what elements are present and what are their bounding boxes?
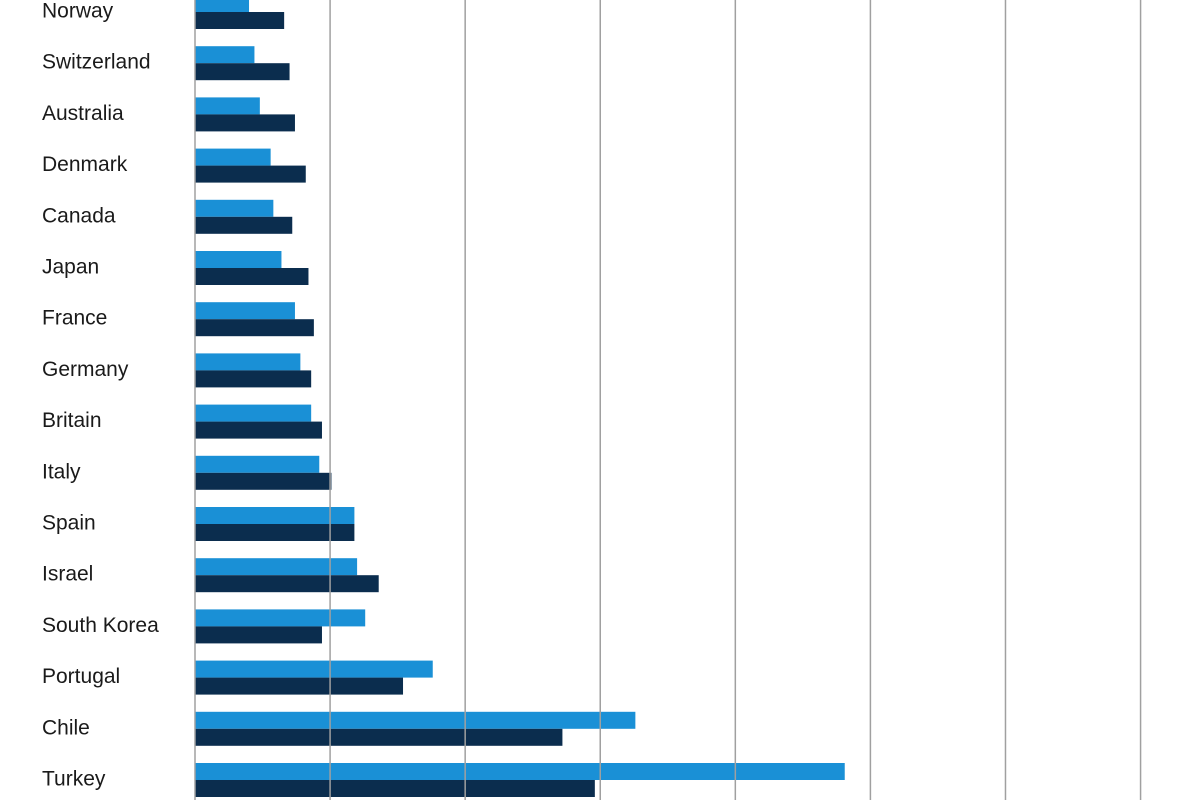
y-tick-label: South Korea <box>42 614 159 637</box>
bar <box>195 370 312 388</box>
bar <box>195 302 295 320</box>
bar <box>195 97 260 115</box>
bar <box>195 268 309 285</box>
bar <box>195 251 282 268</box>
bar <box>195 507 355 524</box>
y-tick-label: Australia <box>42 102 124 125</box>
bar <box>195 404 312 422</box>
bar <box>195 472 332 490</box>
bar <box>195 12 285 29</box>
y-tick-label: Spain <box>42 512 96 535</box>
bar <box>195 353 301 371</box>
bar <box>195 148 271 166</box>
bar <box>195 524 355 541</box>
bar <box>195 46 255 64</box>
y-tick-label: France <box>42 307 107 330</box>
bar <box>195 319 314 337</box>
y-tick-label: Denmark <box>42 153 128 176</box>
y-tick-label: Italy <box>42 460 81 483</box>
bar <box>195 780 595 797</box>
y-tick-label: Canada <box>42 204 116 227</box>
y-tick-label: Portugal <box>42 665 120 688</box>
y-tick-label: Turkey <box>42 768 106 791</box>
y-tick-label: Norway <box>42 0 114 23</box>
y-tick-label: Britain <box>42 409 102 432</box>
bar <box>195 575 379 593</box>
bar <box>195 216 293 234</box>
bar <box>195 558 358 576</box>
bar <box>195 421 322 439</box>
bar <box>195 677 404 695</box>
bar <box>195 455 320 473</box>
y-tick-label: Israel <box>42 563 93 586</box>
bar <box>195 728 563 746</box>
bar <box>195 660 433 678</box>
y-tick-label: Japan <box>42 256 99 279</box>
bar <box>195 63 290 81</box>
bar <box>195 626 322 644</box>
bar <box>195 763 845 780</box>
y-tick-label: Switzerland <box>42 51 151 74</box>
y-tick-label: Chile <box>42 716 90 739</box>
bar <box>195 199 274 217</box>
bar <box>195 114 295 132</box>
y-tick-label: Germany <box>42 358 129 381</box>
bar <box>195 165 306 183</box>
bar <box>195 609 366 627</box>
bar <box>195 711 636 729</box>
bar <box>195 0 250 12</box>
